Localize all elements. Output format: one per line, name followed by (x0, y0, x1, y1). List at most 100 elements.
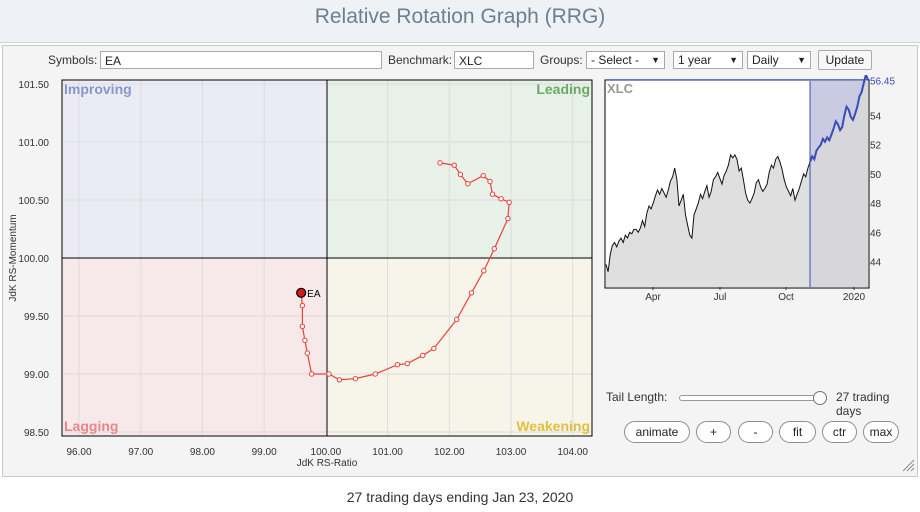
tail-point (352, 375, 359, 382)
tail-point (453, 316, 460, 323)
y-tick-label: 101.00 (18, 138, 49, 149)
series-label: EA (307, 289, 321, 300)
tail-point (308, 371, 315, 377)
y-tick-label: 44 (870, 258, 882, 269)
tail-point (302, 337, 308, 344)
x-tick-label: 103.00 (496, 447, 527, 458)
chevron-down-icon: ▼ (729, 55, 738, 65)
quadrant-lagging (62, 258, 327, 436)
rrg-chart: Improving Leading Lagging Weakening 96.0… (8, 79, 593, 469)
y-tick-label: 52 (870, 141, 882, 152)
interval-select[interactable]: Daily ▼ (747, 51, 811, 69)
price-area (606, 75, 868, 287)
tail-point (437, 160, 443, 166)
benchmark-input[interactable]: XLC (454, 51, 534, 69)
tail-length-slider-handle[interactable] (812, 391, 827, 405)
head-marker (296, 287, 307, 298)
rrg-frame (61, 79, 593, 437)
interval-select-value: Daily (752, 53, 779, 67)
y-tick-label: 101.50 (18, 80, 49, 91)
tail-point (491, 246, 498, 252)
tail-point (394, 362, 401, 368)
x-tick-label: 96.00 (66, 447, 91, 458)
y-tick-label: 50 (870, 170, 882, 181)
tail-point (372, 371, 378, 377)
y-axis-label: JdK RS-Momentum (8, 214, 19, 301)
x-tick-label: Jul (714, 292, 727, 303)
x-tick-label: 101.00 (372, 447, 403, 458)
quadrant-leading (327, 80, 592, 258)
tail-length-value: 27 trading days (836, 390, 890, 418)
center-button[interactable]: ctr (822, 421, 857, 443)
update-button[interactable]: Update (818, 50, 872, 70)
groups-select[interactable]: - Select - ▼ (586, 51, 665, 69)
zoom-out-button[interactable]: - (738, 421, 773, 443)
chevron-down-icon: ▼ (797, 55, 806, 65)
x-tick-label: 99.00 (252, 447, 277, 458)
last-value-label: 56.45 (870, 77, 895, 88)
benchmark-chart: XLC 44 46 48 50 52 54 56.45 Apr Jul Oct 2020 (604, 75, 895, 303)
quadrant-label-lagging: Lagging (64, 418, 118, 434)
quadrant-improving (62, 80, 327, 258)
y-tick-label: 99.00 (24, 370, 49, 381)
price-line (605, 153, 811, 272)
y-tick-label: 46 (870, 228, 882, 239)
quadrant-label-weakening: Weakening (516, 418, 590, 434)
quadrant-label-improving: Improving (64, 81, 132, 97)
fit-button[interactable]: fit (779, 421, 816, 443)
tail-point (431, 345, 437, 352)
y-tick-label: 98.50 (24, 428, 49, 439)
tail-point (336, 377, 343, 383)
tail-point (505, 215, 511, 222)
quadrant-label-leading: Leading (536, 81, 590, 97)
tail-point (299, 302, 306, 309)
title-bar: Relative Rotation Graph (RRG) (0, 0, 920, 43)
footer-caption: 27 trading days ending Jan 23, 2020 (346, 489, 574, 505)
tail-point (498, 196, 504, 202)
animate-button[interactable]: animate (624, 421, 690, 443)
x-tick-label: 100.00 (311, 447, 342, 458)
symbols-input[interactable]: EA (100, 51, 382, 69)
tail-point (487, 178, 493, 185)
groups-select-value: - Select - (591, 53, 640, 67)
tail-length-slider[interactable] (679, 391, 827, 405)
y-tick-label: 100.00 (18, 254, 49, 265)
x-tick-label: Oct (778, 292, 794, 303)
x-tick-label: 98.00 (190, 447, 215, 458)
x-tick-label: 104.00 (557, 447, 588, 458)
symbols-label: Symbols: (48, 53, 98, 67)
groups-label: Groups: (540, 53, 583, 67)
tail-point (420, 352, 426, 359)
tail-point (404, 360, 411, 367)
tail-point (468, 290, 475, 296)
resize-handle-icon[interactable] (901, 458, 915, 472)
tail-length-label: Tail Length: (606, 390, 668, 404)
tail-point (480, 172, 486, 179)
max-button[interactable]: max (863, 421, 899, 443)
quadrant-weakening (327, 258, 592, 436)
tail-point (304, 350, 311, 356)
tail-point (465, 181, 471, 187)
x-tick-label: 2020 (843, 292, 866, 303)
y-tick-label: 100.50 (18, 196, 49, 207)
tail-point (506, 199, 512, 206)
benchmark-label: Benchmark: (388, 53, 453, 67)
period-select[interactable]: 1 year ▼ (673, 51, 743, 69)
x-tick-label: 97.00 (128, 447, 153, 458)
x-tick-label: 102.00 (434, 447, 465, 458)
tail-point (481, 268, 487, 274)
x-axis-label: JdK RS-Ratio (297, 458, 358, 469)
x-tick-label: Apr (645, 292, 661, 303)
y-tick-label: 99.50 (24, 312, 49, 323)
period-select-value: 1 year (678, 53, 712, 67)
zoom-in-button[interactable]: + (696, 421, 731, 443)
tail-point (457, 171, 464, 178)
tail-point (451, 162, 457, 168)
benchmark-title: XLC (607, 81, 634, 96)
tail-point (489, 191, 496, 197)
tail-line (300, 162, 510, 381)
y-tick-label: 48 (870, 199, 882, 210)
page-title: Relative Rotation Graph (RRG) (314, 5, 606, 28)
y-tick-label: 54 (870, 112, 882, 123)
tail-point (299, 323, 306, 330)
